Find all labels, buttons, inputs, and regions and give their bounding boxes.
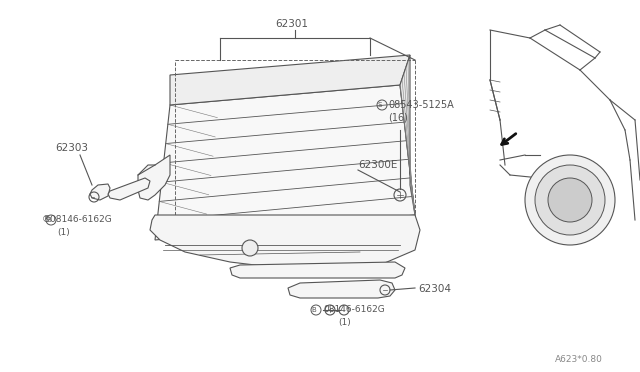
- Text: 62303: 62303: [55, 143, 88, 153]
- Polygon shape: [138, 155, 170, 200]
- Circle shape: [242, 240, 258, 256]
- Polygon shape: [230, 262, 405, 278]
- Polygon shape: [288, 280, 395, 298]
- Polygon shape: [150, 215, 420, 270]
- Circle shape: [535, 165, 605, 235]
- Circle shape: [548, 178, 592, 222]
- Text: (16): (16): [388, 112, 408, 122]
- Circle shape: [525, 155, 615, 245]
- Polygon shape: [400, 55, 415, 215]
- Text: (1): (1): [57, 228, 70, 237]
- Text: S: S: [378, 102, 382, 108]
- Text: 08543-5125A: 08543-5125A: [388, 100, 454, 110]
- Text: ®08146-6162G: ®08146-6162G: [42, 215, 113, 224]
- Text: B: B: [47, 217, 51, 223]
- Polygon shape: [170, 55, 410, 105]
- Text: 62301: 62301: [275, 19, 308, 29]
- Text: B: B: [312, 307, 316, 313]
- Text: 62304: 62304: [418, 284, 451, 294]
- Polygon shape: [108, 178, 150, 200]
- Text: (1): (1): [338, 317, 351, 327]
- Polygon shape: [90, 184, 110, 200]
- Text: 62300E: 62300E: [358, 160, 397, 170]
- Polygon shape: [155, 85, 415, 240]
- Text: 08146-6162G: 08146-6162G: [323, 305, 385, 314]
- Text: A623*0.80: A623*0.80: [555, 356, 603, 365]
